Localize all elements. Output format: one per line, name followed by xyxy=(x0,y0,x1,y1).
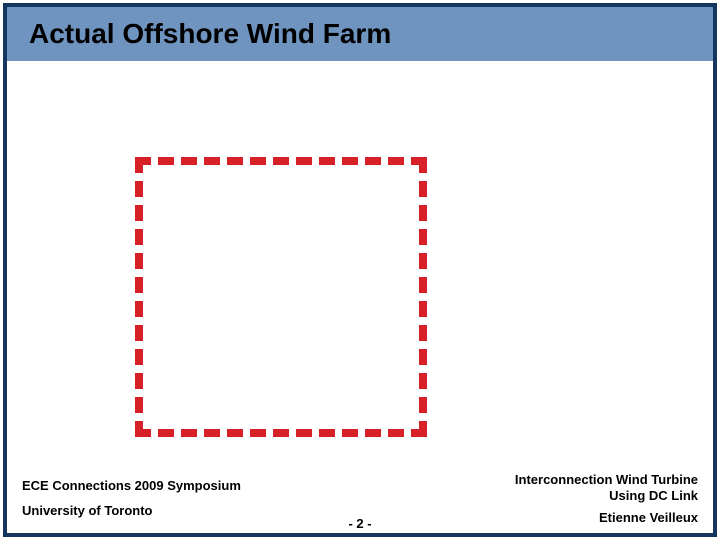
footer-author: Etienne Veilleux xyxy=(599,510,698,525)
page-number: - 2 - xyxy=(348,516,371,531)
footer-conference: ECE Connections 2009 Symposium xyxy=(22,478,241,493)
highlight-box xyxy=(135,157,427,437)
footer-university: University of Toronto xyxy=(22,503,152,518)
footer-topic-line1: Interconnection Wind Turbine xyxy=(515,472,698,487)
slide-root: Actual Offshore Wind Farm ECE Connection… xyxy=(0,0,720,540)
footer-topic: Interconnection Wind Turbine Using DC Li… xyxy=(515,472,698,503)
title-band: Actual Offshore Wind Farm xyxy=(7,7,713,61)
slide-title: Actual Offshore Wind Farm xyxy=(7,18,391,50)
footer-topic-line2: Using DC Link xyxy=(609,488,698,503)
content-area xyxy=(7,61,713,469)
